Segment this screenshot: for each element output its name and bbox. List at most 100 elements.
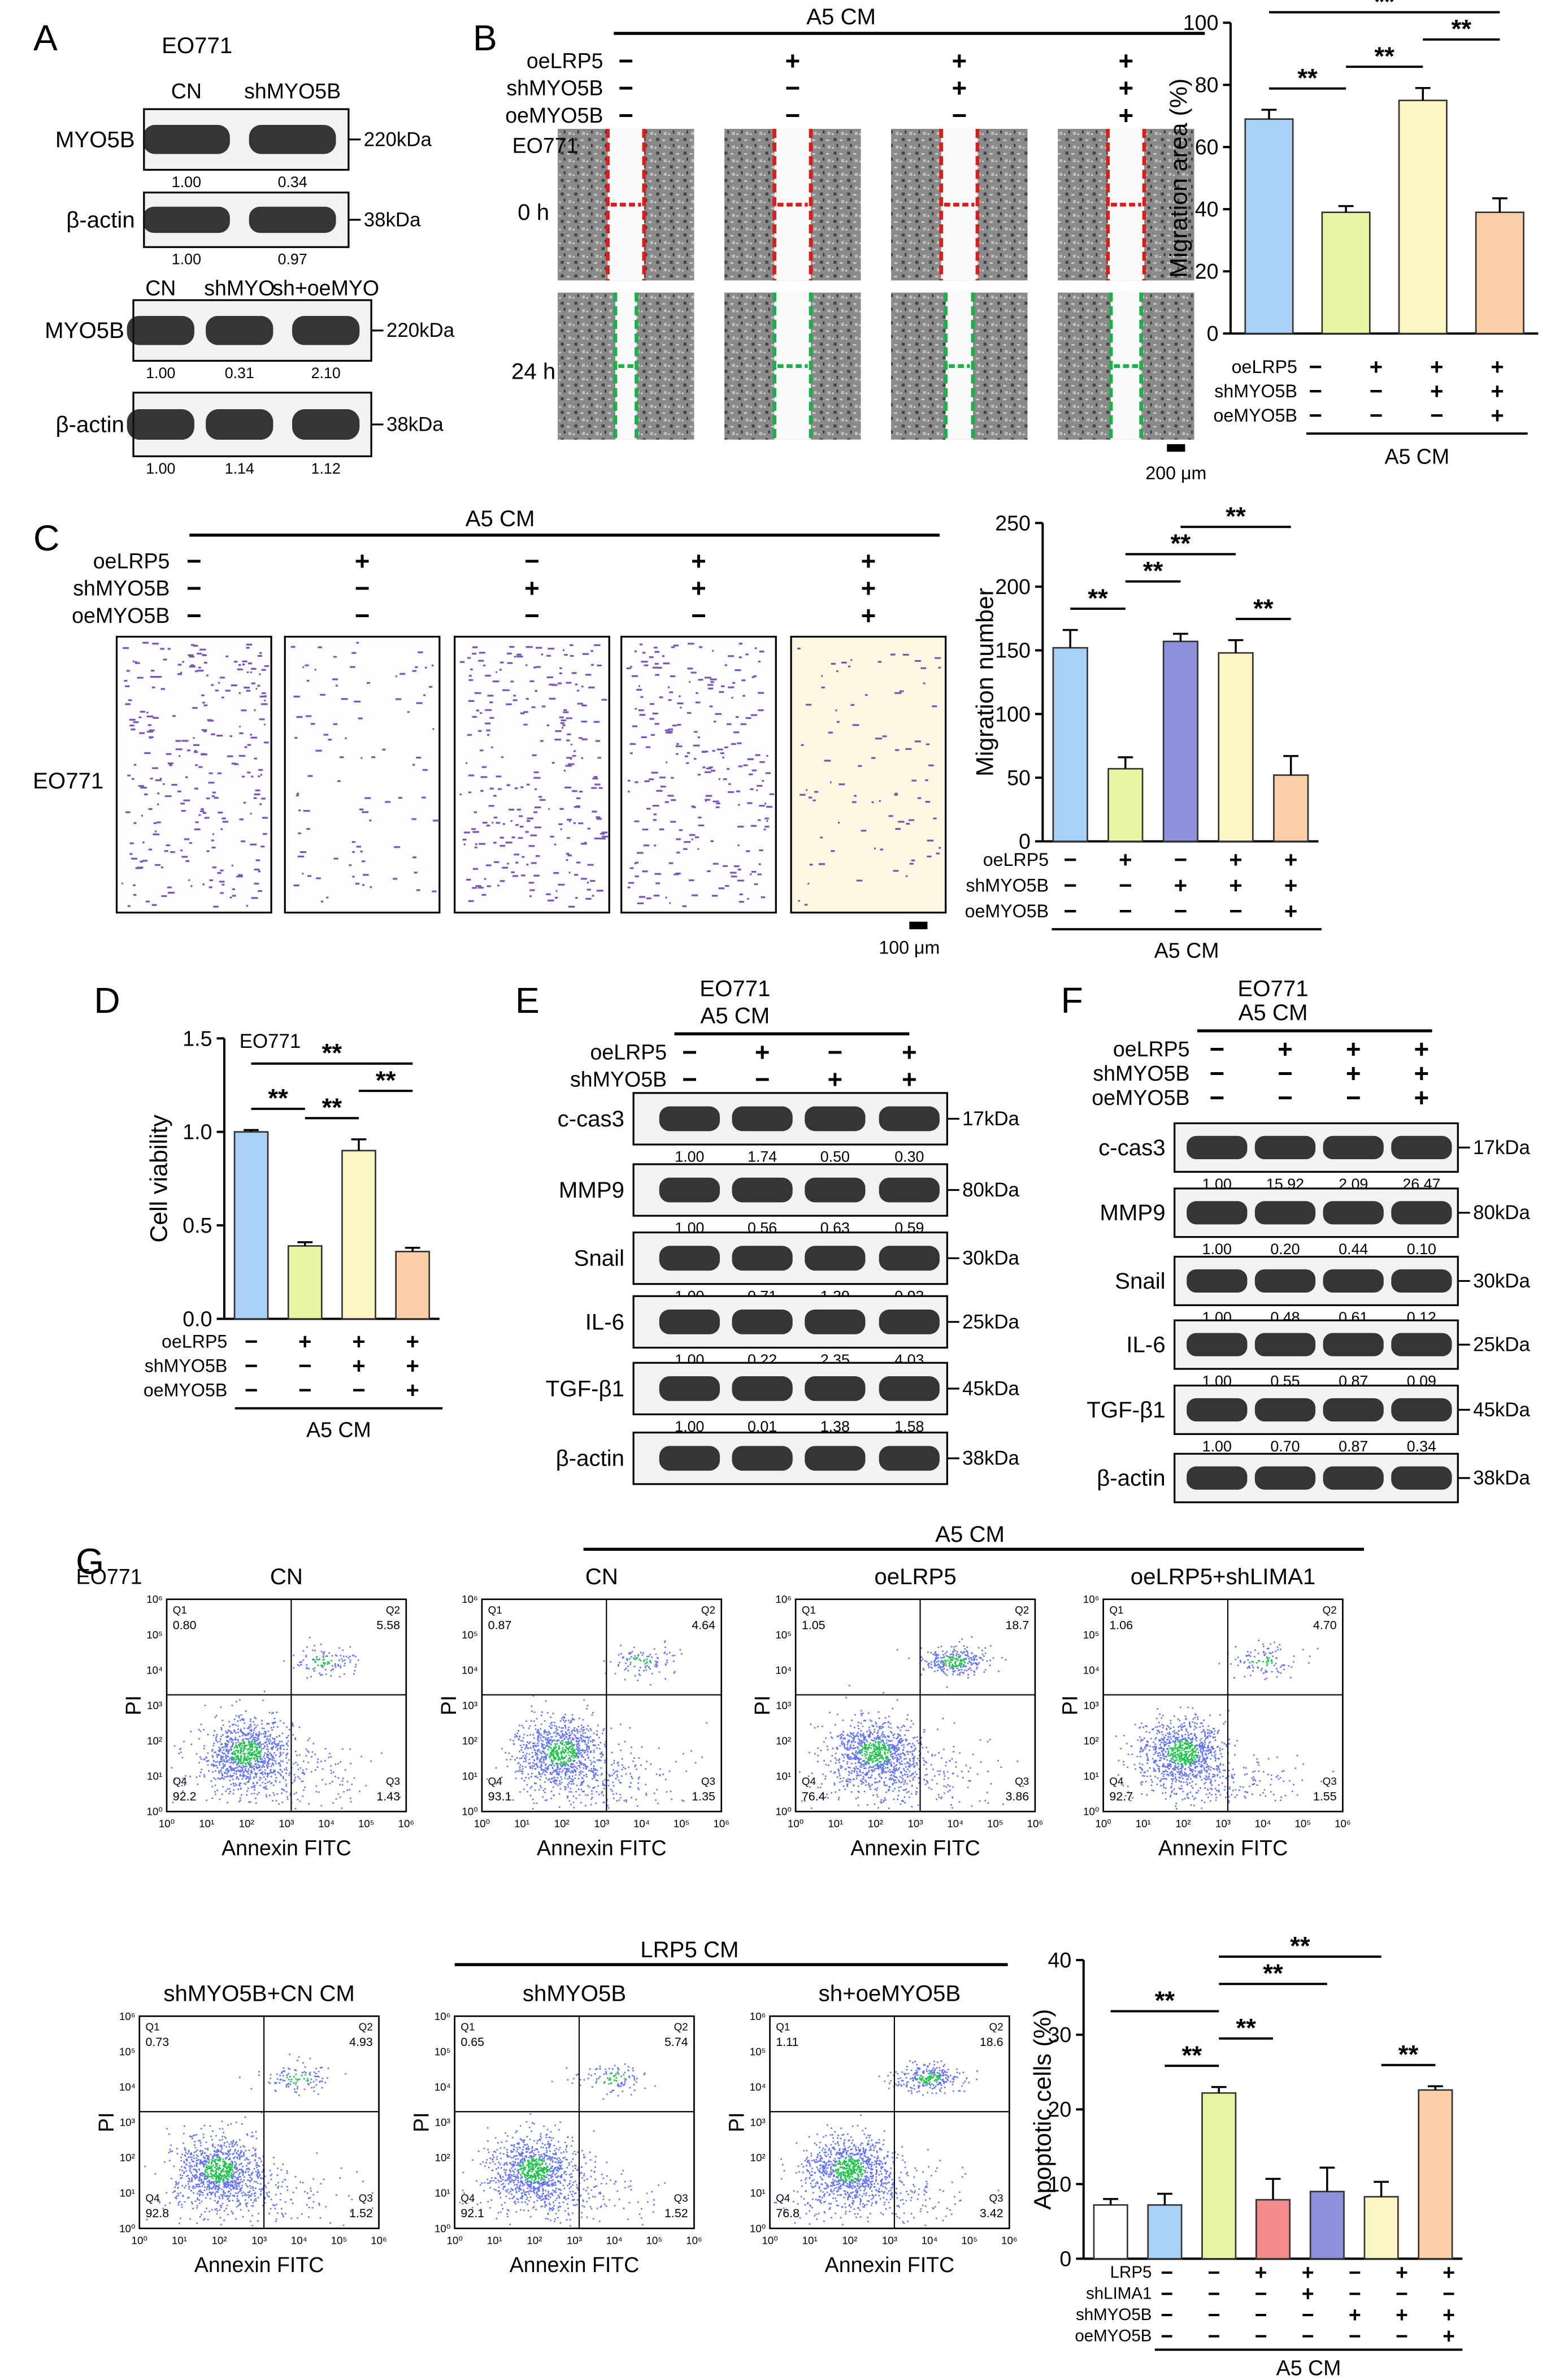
flow-frame bbox=[481, 1598, 723, 1813]
condition-sign: + bbox=[352, 1353, 366, 1378]
bar bbox=[1052, 647, 1088, 842]
group-label: A5 CM bbox=[1154, 939, 1219, 963]
quant-value: 1.74 bbox=[748, 1148, 777, 1165]
flow-x-label: Annexin FITC bbox=[221, 1836, 351, 1860]
flow-x-tick: 10⁰ bbox=[474, 1818, 490, 1830]
condition-sign: − bbox=[1209, 1035, 1224, 1064]
quadrant-name: Q2 bbox=[1015, 1604, 1029, 1616]
size-label: 38kDa bbox=[962, 1447, 1019, 1469]
condition-sign: − bbox=[1229, 898, 1242, 924]
flow-x-tick: 10⁶ bbox=[371, 2235, 387, 2247]
condition-sign: + bbox=[1119, 847, 1132, 872]
blot-band bbox=[659, 1376, 720, 1401]
flow-y-label: PI bbox=[410, 2112, 433, 2132]
quant-value: 0.31 bbox=[225, 365, 254, 382]
condition-sign: − bbox=[1396, 2324, 1408, 2348]
condition-sign: + bbox=[355, 547, 370, 575]
condition-sign: − bbox=[186, 601, 202, 630]
flow-frame bbox=[454, 2015, 695, 2230]
condition-sign: + bbox=[1370, 354, 1383, 380]
quadrant-value: 1.52 bbox=[664, 2206, 688, 2220]
flow-y-tick: 10⁶ bbox=[750, 2010, 766, 2022]
condition-sign: − bbox=[1161, 2324, 1173, 2348]
protein-label: TGF-β1 bbox=[546, 1376, 624, 1401]
y-tick-label: 0.0 bbox=[183, 1307, 212, 1330]
quadrant-name: Q4 bbox=[173, 1775, 187, 1787]
condition-sign: − bbox=[1063, 847, 1077, 872]
panel-label: E bbox=[515, 980, 540, 1021]
annotation: EO771 bbox=[240, 1030, 301, 1052]
condition-sign: + bbox=[1119, 101, 1134, 129]
bar bbox=[1475, 211, 1524, 335]
quadrant-value: 3.42 bbox=[980, 2206, 1003, 2220]
condition-sign: − bbox=[1209, 1059, 1224, 1087]
condition-sign: + bbox=[1349, 2303, 1361, 2327]
flow-events-dense bbox=[519, 2073, 625, 2183]
group-label: A5 CM bbox=[306, 1417, 371, 1441]
condition-sign: + bbox=[1414, 1083, 1430, 1112]
flow-y-tick: 10⁴ bbox=[462, 1664, 478, 1676]
blot-band bbox=[1187, 1201, 1248, 1225]
condition-sign: + bbox=[861, 547, 876, 575]
quant-value: 0.50 bbox=[820, 1148, 850, 1165]
protein-label: MYO5B bbox=[55, 127, 135, 152]
flow-y-tick: 10² bbox=[776, 1735, 791, 1747]
flow-y-tick: 10⁰ bbox=[119, 2222, 135, 2234]
condition-sign: − bbox=[1370, 378, 1383, 404]
condition-name: oeLRP5 bbox=[590, 1040, 667, 1064]
flow-y-tick: 10¹ bbox=[776, 1770, 791, 1782]
flow-y-tick: 10² bbox=[120, 2152, 135, 2164]
flow-y-label: PI bbox=[1058, 1696, 1082, 1715]
flow-x-tick: 10³ bbox=[1215, 1818, 1231, 1830]
condition-sign: − bbox=[1443, 2282, 1455, 2305]
y-tick-label: 100 bbox=[995, 702, 1031, 726]
header: LRP5 CM bbox=[640, 1937, 738, 1962]
flow-y-tick: 10⁵ bbox=[1083, 1629, 1100, 1641]
flow-x-tick: 10¹ bbox=[172, 2235, 187, 2247]
flow-y-label: PI bbox=[121, 1696, 145, 1715]
condition-sign: − bbox=[355, 574, 370, 602]
condition-sign: − bbox=[1063, 898, 1077, 924]
flow-x-tick: 10⁵ bbox=[358, 1818, 375, 1830]
condition-name: oeMYO5B bbox=[965, 901, 1049, 921]
blot-band bbox=[879, 1376, 940, 1401]
condition-sign: + bbox=[828, 1065, 843, 1094]
flow-y-tick: 10³ bbox=[147, 1700, 162, 1711]
blot-band bbox=[1391, 1466, 1452, 1490]
flow-x-tick: 10⁶ bbox=[1001, 2235, 1018, 2247]
quant-value: 1.00 bbox=[172, 251, 201, 268]
quadrant-name: Q2 bbox=[989, 2021, 1003, 2033]
significance-label: ** bbox=[1171, 529, 1191, 558]
condition-sign: − bbox=[524, 547, 540, 575]
condition-name: oeMYO5B bbox=[505, 103, 603, 127]
condition-name: oeMYO5B bbox=[1092, 1086, 1189, 1109]
quadrant-name: Q1 bbox=[1109, 1604, 1123, 1616]
quadrant-name: Q1 bbox=[776, 2021, 790, 2033]
condition-sign: − bbox=[828, 1038, 843, 1067]
scale-label: 100 μm bbox=[879, 937, 940, 957]
significance-label: ** bbox=[1253, 594, 1274, 623]
condition-sign: − bbox=[186, 574, 202, 602]
significance-label: ** bbox=[1290, 1932, 1310, 1961]
condition-sign: + bbox=[861, 574, 876, 602]
condition-name: LRP5 bbox=[1110, 2263, 1152, 2282]
flow-x-tick: 10¹ bbox=[828, 1818, 843, 1830]
significance-label: ** bbox=[1236, 2014, 1256, 2043]
condition-sign: − bbox=[1370, 402, 1383, 428]
bar bbox=[1309, 2191, 1345, 2260]
quadrant-name: Q1 bbox=[802, 1604, 816, 1616]
quadrant-name: Q4 bbox=[776, 2192, 790, 2204]
flow-x-tick: 10³ bbox=[882, 2235, 897, 2247]
condition-name: shMYO5B bbox=[1214, 381, 1297, 401]
blot-band bbox=[142, 206, 230, 233]
flow-x-label: Annexin FITC bbox=[537, 1836, 667, 1860]
y-tick-label: 10 bbox=[1048, 2172, 1072, 2196]
blot-band bbox=[292, 315, 360, 345]
flow-x-tick: 10² bbox=[239, 1818, 254, 1830]
condition-sign: − bbox=[1349, 2324, 1361, 2348]
condition-sign: + bbox=[352, 1329, 366, 1354]
bar bbox=[1273, 774, 1309, 842]
size-label: 45kDa bbox=[962, 1377, 1019, 1399]
condition-sign: + bbox=[1278, 1035, 1293, 1064]
flow-y-label: PI bbox=[750, 1696, 774, 1715]
